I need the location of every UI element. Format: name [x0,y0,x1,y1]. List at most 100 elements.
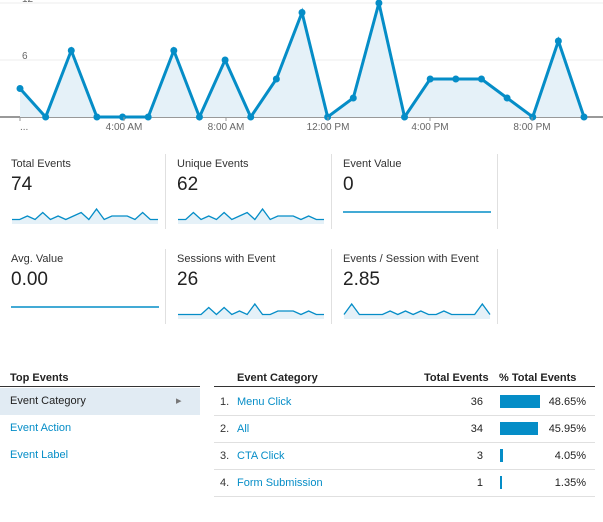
metric-divider [165,249,166,324]
row-percent: 1.35% [554,477,586,489]
x-tick-label: 8:00 AM [208,122,245,133]
metric-divider [331,249,332,324]
row-number: 4. [220,477,230,489]
row-total-events: 3 [476,450,483,462]
dimension-item-label: Event Action [10,422,72,434]
percent-bar [500,449,503,462]
row-category-link[interactable]: CTA Click [237,450,285,462]
dimension-item-label: Event Label [10,449,69,461]
row-percent: 48.65% [548,396,586,408]
data-point[interactable] [477,75,485,83]
dimension-item-event-category[interactable]: Event Category ▸ [0,388,200,415]
row-category-link[interactable]: Menu Click [237,396,292,408]
data-point[interactable] [195,113,203,121]
x-tick-label: ... [20,122,28,133]
metric-card[interactable]: Sessions with Event 26 [166,253,324,333]
data-point[interactable] [554,37,562,45]
data-point[interactable] [580,113,588,121]
table-row[interactable]: 2. All 34 45.95% [214,415,594,442]
x-tick-label: 8:00 PM [513,122,550,133]
data-point[interactable] [272,75,280,83]
data-point[interactable] [170,47,178,54]
metric-value: 26 [177,269,199,290]
row-divider [214,496,595,497]
row-total-events: 36 [470,396,483,408]
data-point[interactable] [401,113,409,121]
column-header-category: Event Category [237,372,318,384]
metric-card[interactable]: Avg. Value 0.00 [0,253,159,333]
metric-divider [331,154,332,229]
metric-sparkline [11,306,159,308]
metric-divider [497,249,498,324]
metric-value: 62 [177,174,199,195]
data-point[interactable] [144,113,152,121]
metric-label: Unique Events [177,158,249,170]
data-point[interactable] [298,9,306,16]
data-point[interactable] [16,85,24,92]
metric-divider [497,154,498,229]
metric-value: 2.85 [343,269,380,290]
row-category-link[interactable]: All [237,423,250,435]
metric-label: Avg. Value [11,253,64,265]
events-over-time-chart: 12 6 ... 4:00 AM 8:00 AM 12:00 PM 4:00 PM 8:00… [0,0,603,133]
percent-bar [500,395,540,408]
data-point[interactable] [349,94,357,102]
metric-label: Total Events [11,158,71,170]
data-point[interactable] [375,0,383,7]
row-percent: 4.05% [554,450,586,462]
data-point[interactable] [119,113,127,121]
table-row[interactable]: 1. Menu Click 36 48.65% [214,388,594,415]
metric-label: Event Value [343,158,402,170]
row-divider [214,469,595,470]
metric-card[interactable]: Events / Session with Event 2.85 [332,253,491,333]
column-header-total: Total Events [424,372,489,384]
x-tick-label: 12:00 PM [307,122,350,133]
metric-label: Events / Session with Event [343,253,479,265]
row-percent: 45.95% [548,423,586,435]
metric-divider [165,154,166,229]
row-number: 1. [220,396,230,408]
metric-card[interactable]: Total Events 74 [0,158,158,238]
metric-sparkline [178,302,324,319]
header-divider-right [214,386,595,387]
dimension-item-event-label[interactable]: Event Label [0,442,200,469]
row-total-events: 1 [476,477,483,489]
metric-sparkline [12,207,158,224]
data-point[interactable] [426,75,434,83]
chevron-right-icon: ▸ [176,395,182,407]
column-header-pct: % Total Events [499,372,577,384]
metric-value: 0.00 [11,269,48,290]
metric-card[interactable]: Event Value 0 [332,158,491,238]
row-number: 2. [220,423,230,435]
data-point[interactable] [452,75,460,83]
data-point[interactable] [93,113,101,121]
y-tick-label: 12 [22,0,34,5]
data-point[interactable] [67,47,75,54]
row-number: 3. [220,450,230,462]
x-tick-label: 4:00 PM [411,122,448,133]
data-point[interactable] [529,113,537,121]
header-divider-left [0,386,200,387]
metric-card[interactable]: Unique Events 62 [166,158,324,238]
chart-area-fill [20,3,584,117]
metric-label: Sessions with Event [177,253,276,265]
metric-sparkline [343,211,491,213]
dimension-item-event-action[interactable]: Event Action [0,415,200,442]
y-tick-label: 6 [22,51,28,62]
data-point[interactable] [247,113,255,121]
metric-value: 74 [11,174,33,195]
percent-bar [500,476,502,489]
metric-sparkline [343,302,491,319]
row-divider [214,415,595,416]
metric-sparkline [178,207,324,224]
metric-value: 0 [343,174,354,195]
table-row[interactable]: 3. CTA Click 3 4.05% [214,442,594,469]
table-row[interactable]: 4. Form Submission 1 1.35% [214,469,594,496]
row-category-link[interactable]: Form Submission [237,477,323,489]
row-total-events: 34 [470,423,483,435]
data-point[interactable] [221,56,229,64]
x-tick-label: 4:00 AM [106,122,143,133]
data-point[interactable] [503,94,511,102]
data-point[interactable] [42,113,50,121]
percent-bar [500,422,538,435]
